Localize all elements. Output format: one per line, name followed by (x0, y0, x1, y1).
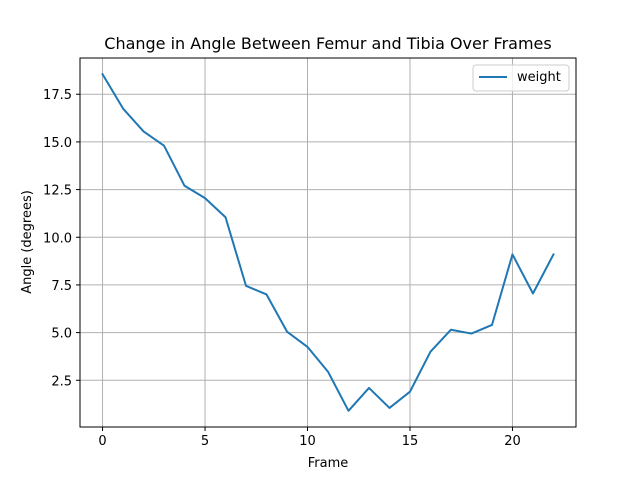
y-tick-label: 7.5 (51, 279, 72, 294)
plot-frame (79, 57, 577, 428)
plot-background (80, 58, 576, 427)
y-tick-label: 12.5 (43, 184, 72, 199)
y-tick-label: 10.0 (43, 231, 72, 246)
x-axis-ticks: 0 5 10 15 20 (98, 427, 521, 449)
y-axis-label: Angle (degrees) (20, 190, 35, 294)
x-tick-label: 10 (299, 434, 316, 449)
legend: weight (472, 64, 570, 92)
legend-box (472, 64, 570, 92)
y-tick-label: 2.5 (51, 374, 72, 389)
x-tick-label: 15 (402, 434, 419, 449)
x-tick-label: 5 (201, 434, 209, 449)
y-tick-label: 15.0 (43, 136, 72, 151)
legend-label: weight (517, 70, 561, 85)
series-layer (101, 72, 555, 412)
x-tick-label: 20 (504, 434, 521, 449)
plot-area (79, 57, 577, 428)
series-line-weight (101, 72, 555, 412)
y-tick-label: 17.5 (43, 88, 72, 103)
grid-lines (80, 58, 576, 427)
chart-title: Change in Angle Between Femur and Tibia … (104, 34, 551, 53)
x-tick-label: 0 (98, 434, 106, 449)
y-axis-ticks: 2.5 5.0 7.5 10.0 12.5 15.0 17.5 (43, 88, 80, 389)
x-axis-label: Frame (308, 456, 349, 471)
y-tick-label: 5.0 (51, 327, 72, 342)
